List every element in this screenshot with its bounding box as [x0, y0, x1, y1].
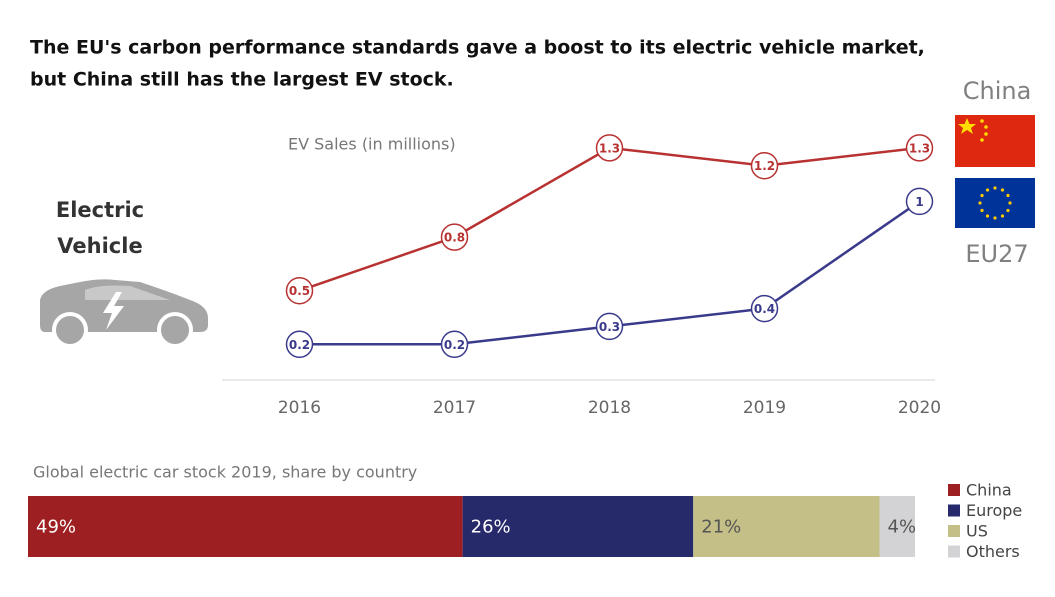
flag-star: [985, 214, 990, 218]
flag-star: [985, 188, 990, 192]
point: [905, 187, 934, 216]
x-tick-label: 2017: [433, 398, 476, 418]
x-tick-label: 2020: [898, 398, 941, 418]
data-label: 1.2: [754, 159, 775, 173]
data-label: 1.3: [599, 141, 620, 155]
chart-title: The EU's carbon performance standards ga…: [30, 37, 925, 59]
point: [595, 312, 624, 341]
data-label: 0.3: [599, 320, 620, 334]
eu-flag: [955, 178, 1035, 228]
bar-segment: [693, 496, 880, 557]
data-label: 21%: [701, 517, 741, 538]
subtitle: EV Sales (in millions): [288, 135, 456, 154]
flag-star: [1000, 188, 1005, 192]
data-label: 4%: [888, 517, 917, 538]
legend-swatch: [948, 484, 960, 496]
flag-star: [993, 216, 997, 220]
legend-label: Others: [966, 542, 1020, 561]
data-label: 0.2: [444, 338, 465, 352]
bar-segment: [462, 496, 694, 557]
data-label: 1: [915, 195, 923, 209]
car-icon: [40, 279, 208, 348]
point: [595, 134, 624, 162]
legend-label: US: [966, 522, 988, 541]
legend-label: China: [963, 77, 1032, 105]
data-label: 0.2: [289, 338, 310, 352]
point: [285, 330, 314, 359]
legend-label: Europe: [966, 501, 1022, 520]
series-line: [299, 146, 920, 292]
subtitle: Global electric car stock 2019, share by…: [33, 463, 417, 482]
x-tick-label: 2019: [743, 398, 786, 418]
flag-star: [1006, 193, 1010, 198]
flag-star: [1000, 214, 1005, 218]
icon-label: Electric Vehicle: [55, 198, 145, 258]
bar-segment: [28, 496, 463, 557]
point: [750, 151, 779, 180]
data-label: 0.4: [754, 302, 775, 316]
flag-star: [993, 186, 997, 190]
legend-swatch: [948, 504, 960, 517]
data-label: 0.8: [444, 231, 465, 245]
bar-segment: [879, 496, 915, 557]
point: [905, 134, 934, 162]
x-tick-label: 2016: [278, 398, 321, 418]
legend-swatch: [948, 525, 960, 537]
data-label: 26%: [471, 517, 511, 538]
point: [440, 223, 469, 251]
flag-star: [1008, 201, 1012, 205]
point: [750, 294, 779, 323]
point: [285, 276, 314, 305]
data-label: 49%: [36, 517, 76, 538]
china-flag: [955, 115, 1035, 167]
flag-star: [1006, 208, 1010, 213]
data-label: 1.3: [909, 141, 930, 155]
chart-title: but China still has the largest EV stock…: [30, 69, 454, 91]
legend-label: EU27: [965, 240, 1028, 268]
point: [440, 330, 469, 359]
flag-star: [980, 193, 984, 198]
legend-swatch: [948, 545, 960, 558]
flag-star: [980, 208, 984, 213]
flag-star: [978, 201, 982, 205]
data-label: 0.5: [289, 284, 310, 298]
x-tick-label: 2018: [588, 398, 631, 418]
legend-label: China: [966, 481, 1012, 500]
